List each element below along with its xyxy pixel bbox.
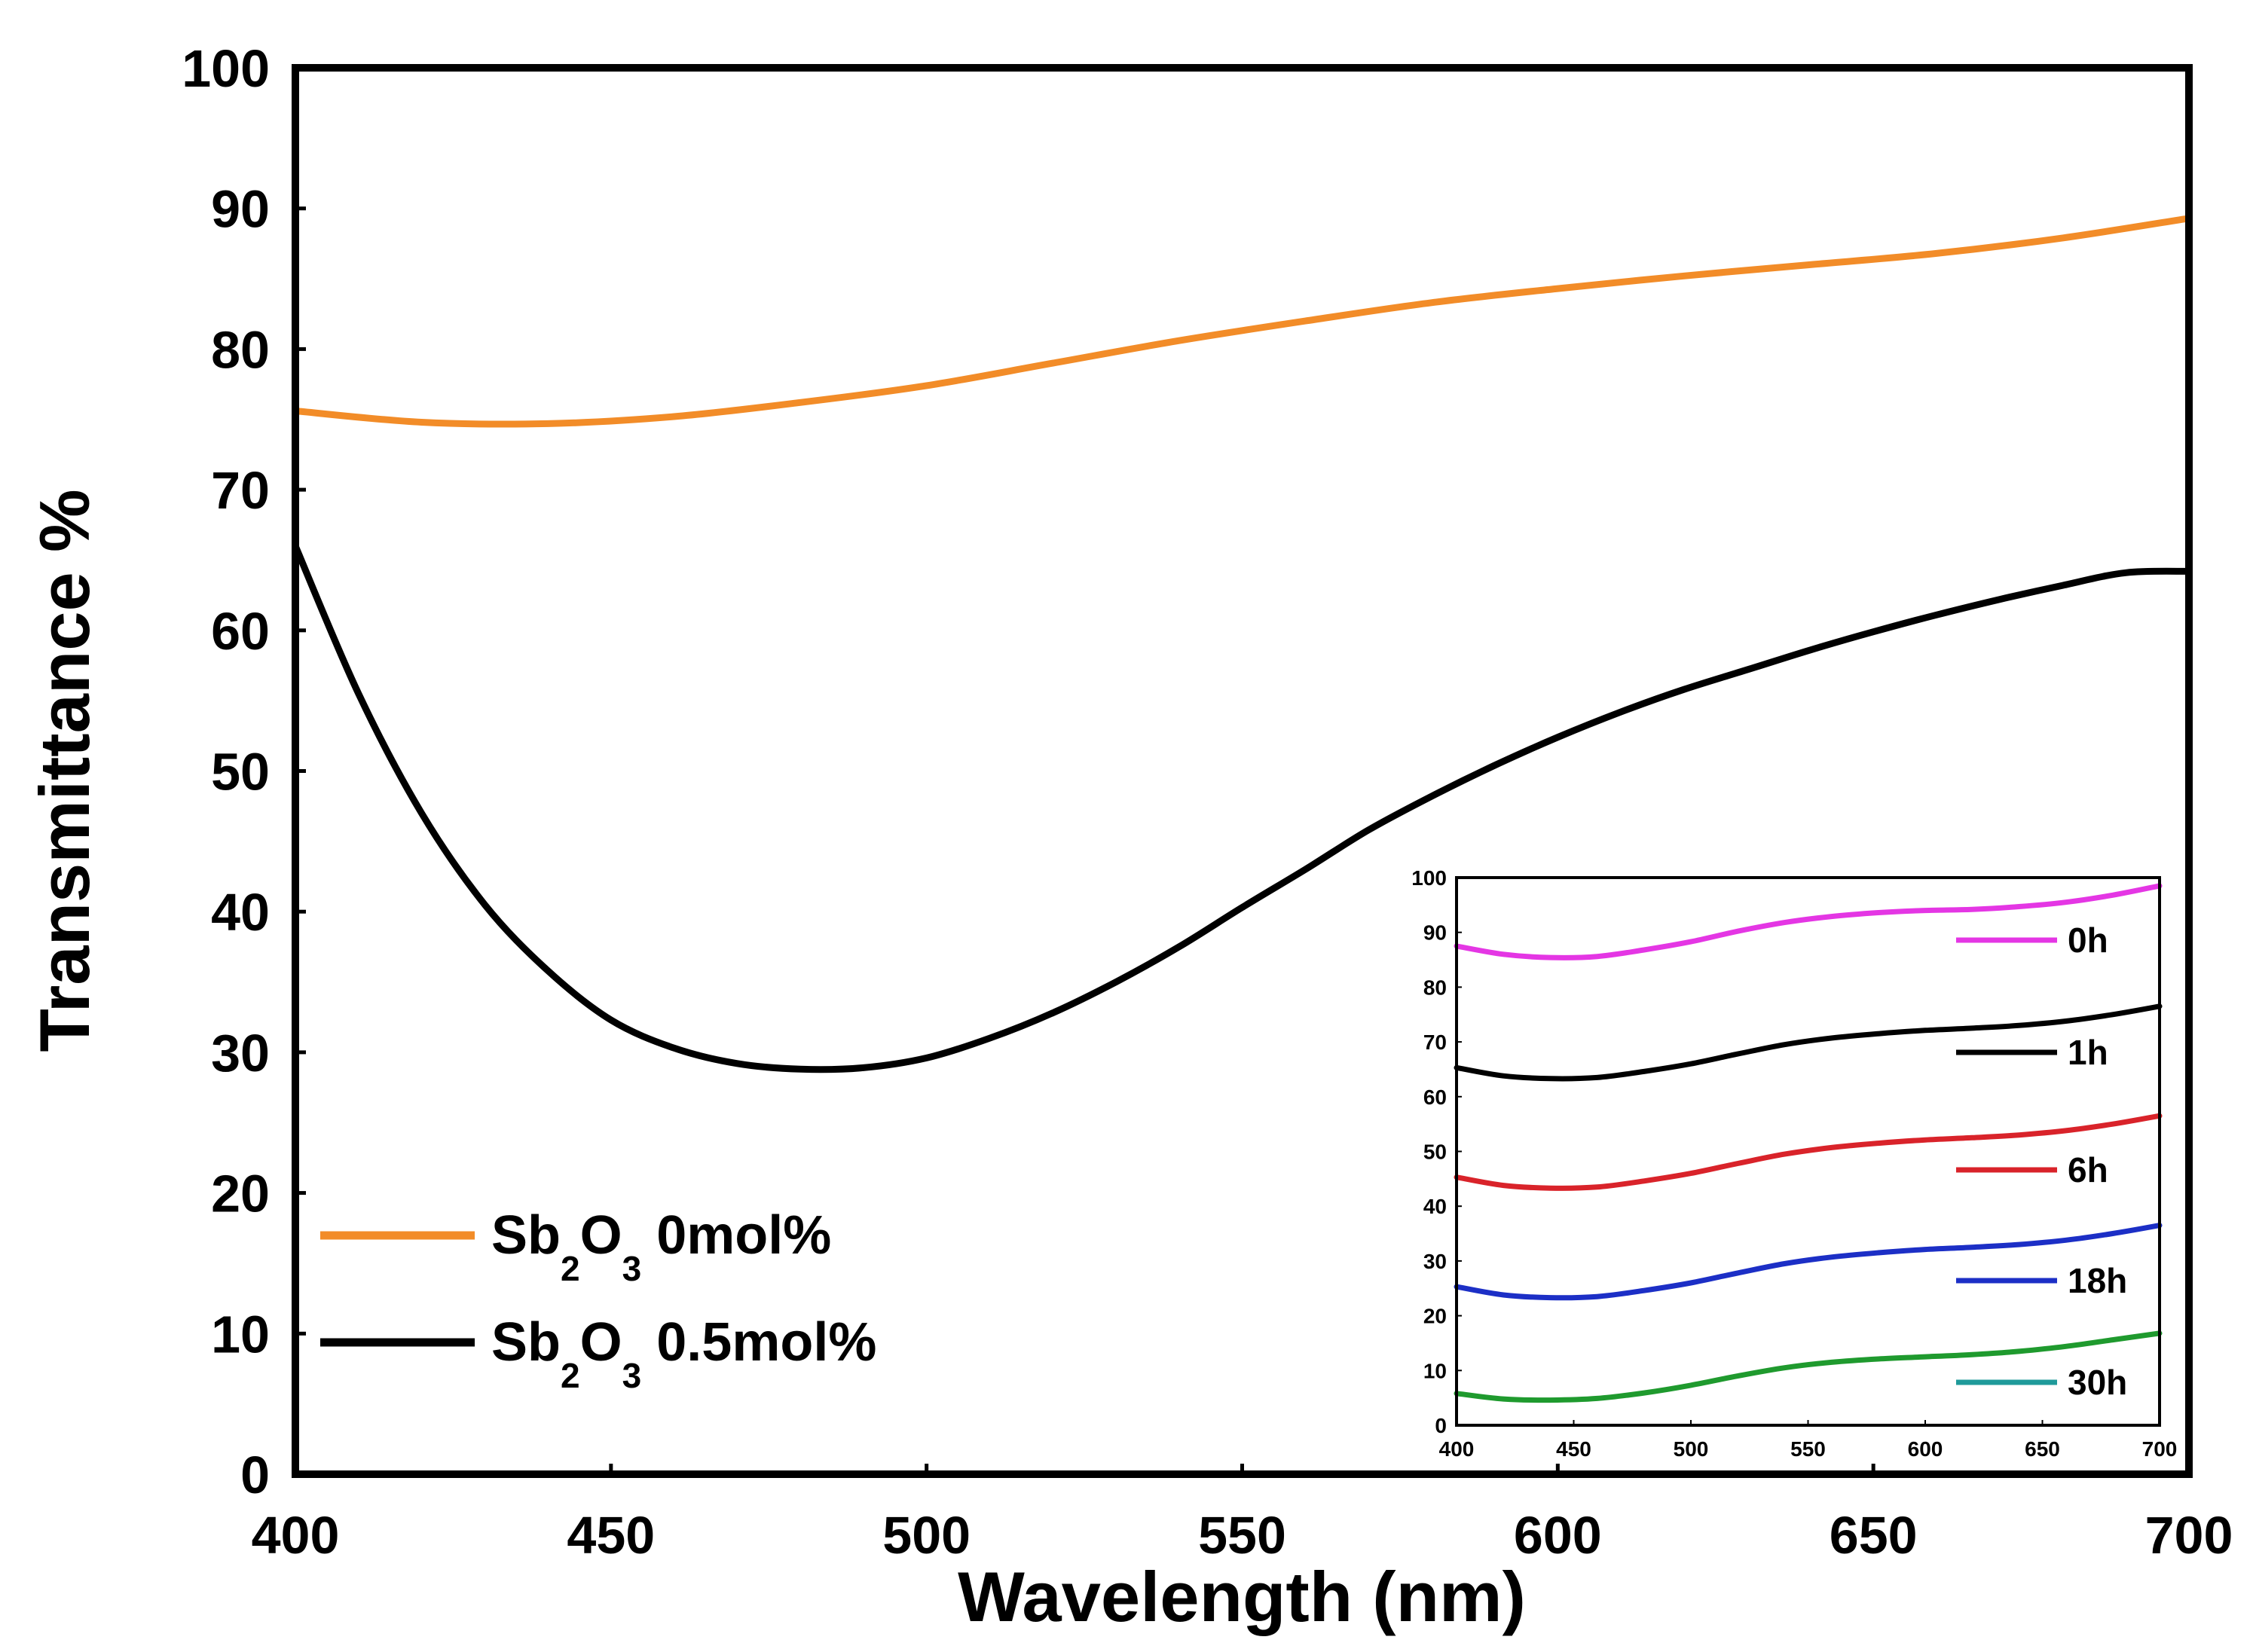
inset-y-tick-label: 60 <box>1423 1086 1447 1109</box>
y-tick-label: 30 <box>211 1024 270 1083</box>
main-tick-labels: 400 450 500 550 600 650 7000102030405060708090… <box>182 39 2233 1565</box>
inset-x-tick-label: 550 <box>1790 1437 1826 1461</box>
y-tick-label: 60 <box>211 602 270 661</box>
inset-y-tick-label: 0 <box>1435 1414 1447 1437</box>
x-axis-title: Wavelength (nm) <box>958 1557 1526 1636</box>
legend-label: Sb2O3 0.5mol% <box>491 1312 876 1395</box>
inset-y-tick-label: 40 <box>1423 1195 1447 1218</box>
inset-y-tick-label: 100 <box>1411 866 1447 890</box>
main-series <box>292 215 2193 1073</box>
y-tick-label: 20 <box>211 1165 270 1223</box>
series-line-sb2o3-0mol <box>292 215 2193 428</box>
inset-series-line-18h <box>1454 1223 2163 1301</box>
inset-legend: 0h 1h 6h 18h 30h <box>1956 921 2127 1402</box>
y-tick-label: 80 <box>211 320 270 379</box>
inset-tick-labels: 400 450 500 550 600 650 700 0 10 20 30 40 50 60 70 80 90… <box>1411 866 2177 1461</box>
inset-series-line-30h <box>1454 1330 2163 1403</box>
inset-x-tick-label: 600 <box>1908 1437 1943 1461</box>
inset-legend-label: 1h <box>2068 1033 2108 1072</box>
y-tick-label: 0 <box>240 1446 270 1504</box>
inset-legend-label: 0h <box>2068 921 2108 960</box>
y-tick-label: 40 <box>211 883 270 942</box>
inset-y-tick-label: 90 <box>1423 921 1447 945</box>
main-plot-frame <box>292 64 2193 1478</box>
inset-y-tick-label: 30 <box>1423 1250 1447 1273</box>
inset-x-tick-label: 700 <box>2142 1437 2178 1461</box>
inset-y-tick-label: 70 <box>1423 1031 1447 1054</box>
inset-background <box>1417 878 2159 1424</box>
y-tick-label: 50 <box>211 743 270 802</box>
series-line-sb2o3-0p5mol <box>292 542 2193 1073</box>
inset-legend-label: 30h <box>2068 1363 2127 1402</box>
main-legend: Sb2O3 0mol% Sb2O3 0.5mol% <box>320 1205 876 1395</box>
x-tick-label: 600 <box>1514 1506 1602 1565</box>
y-tick-label: 10 <box>211 1305 270 1363</box>
x-tick-label: 550 <box>1198 1506 1286 1565</box>
legend-label: Sb2O3 0mol% <box>491 1205 831 1288</box>
y-tick-label: 70 <box>211 461 270 520</box>
x-tick-label: 700 <box>2145 1506 2233 1565</box>
x-tick-label: 650 <box>1830 1506 1918 1565</box>
inset-series-line-0h <box>1454 883 2163 960</box>
inset-x-tick-label: 450 <box>1556 1437 1591 1461</box>
inset-series <box>1454 883 2163 1403</box>
x-tick-label: 400 <box>252 1506 340 1565</box>
inset-x-tick-label: 500 <box>1674 1437 1709 1461</box>
x-tick-label: 450 <box>567 1506 655 1565</box>
inset-y-tick-label: 50 <box>1423 1141 1447 1164</box>
inset-plot-frame <box>1455 876 2161 1427</box>
inset-y-tick-label: 10 <box>1423 1359 1447 1382</box>
y-tick-label: 100 <box>182 39 270 98</box>
inset-series-line-1h <box>1454 1003 2163 1082</box>
inset-y-tick-label: 20 <box>1423 1305 1447 1328</box>
x-tick-label: 500 <box>882 1506 971 1565</box>
y-tick-label: 90 <box>211 180 270 239</box>
inset-y-tick-label: 80 <box>1423 976 1447 999</box>
inset-x-tick-label: 650 <box>2025 1437 2060 1461</box>
inset-x-tick-label: 400 <box>1439 1437 1475 1461</box>
inset-legend-label: 6h <box>2068 1150 2108 1189</box>
y-axis-title: Transmittance % <box>25 489 104 1052</box>
inset-legend-label: 18h <box>2068 1261 2127 1300</box>
inset-series-line-6h <box>1454 1113 2163 1191</box>
